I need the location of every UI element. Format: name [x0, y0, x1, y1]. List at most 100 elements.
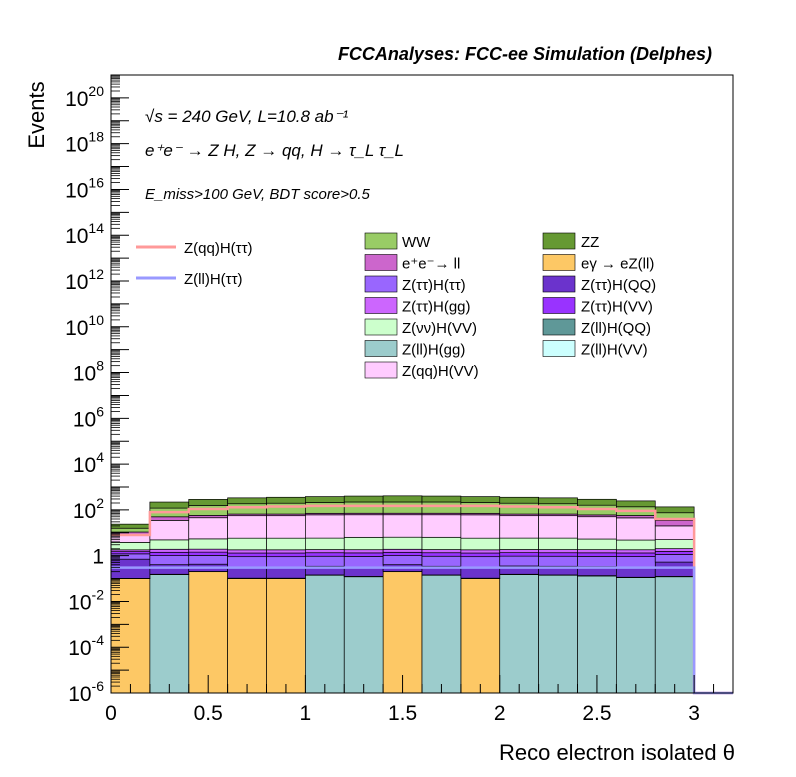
- bar-z-ll-h-gg: [422, 575, 461, 693]
- chart-title: FCCAnalyses: FCC-ee Simulation (Delphes): [338, 44, 712, 64]
- bar-zz: [150, 502, 189, 508]
- bar-e-e-ll: [150, 517, 189, 521]
- bar-z-h-vv: [305, 553, 344, 557]
- bar-z-h-qq: [655, 562, 694, 576]
- annotation-selection: E_miss>100 GeV, BDT score>0.5: [145, 186, 370, 203]
- bar-ww: [305, 502, 344, 513]
- bar-z-h-gg: [578, 550, 617, 553]
- bar-zz: [655, 507, 694, 513]
- stacked-histograms: [111, 496, 694, 693]
- bar-e-e-ll: [655, 520, 694, 526]
- bar-zz: [189, 499, 228, 505]
- legend-label: Z(ll)H(QQ): [581, 320, 651, 337]
- legend-label: Z(ττ)H(VV): [581, 299, 653, 316]
- bar-z-h-qq: [228, 568, 267, 579]
- legend-label: Z(ll)H(ττ): [184, 271, 243, 288]
- bar-z-qq-h-vv: [383, 515, 422, 537]
- bar-z-h: [383, 556, 422, 565]
- bar-ww: [539, 504, 578, 514]
- x-tick-label: 3: [688, 702, 700, 725]
- bar-z-h-vv: [461, 538, 500, 550]
- bar-z-h: [500, 556, 539, 566]
- legend-swatch: [543, 319, 575, 335]
- bar-z-h: [305, 556, 344, 566]
- bar-zz: [267, 497, 306, 503]
- bar-z-h-vv: [189, 539, 228, 549]
- annotation-process: e⁺e⁻ → Z H, Z → qq, H → τ_L τ_L: [145, 141, 404, 160]
- bar-z-h-vv: [539, 538, 578, 549]
- bar-z-h-gg: [228, 550, 267, 553]
- bar-z-h-gg: [616, 550, 655, 553]
- bar-z-qq-h-vv: [461, 515, 500, 538]
- bar-z-h-vv: [461, 553, 500, 557]
- bar-z-qq-h-vv: [422, 515, 461, 538]
- legend-swatch: [365, 362, 397, 378]
- bar-z-h-vv: [344, 537, 383, 549]
- bar-z-h-vv: [539, 553, 578, 557]
- bar-ww: [383, 502, 422, 513]
- bar-z-h: [267, 557, 306, 568]
- legend-label: Z(ll)H(VV): [581, 342, 648, 359]
- bar-z-h-vv: [228, 538, 267, 550]
- bar-ww: [267, 503, 306, 514]
- bar-z-qq-h-vv: [616, 518, 655, 540]
- bar-z-h-vv: [267, 538, 306, 550]
- bar-zz: [422, 496, 461, 502]
- bar-z-ll-h-gg: [616, 578, 655, 693]
- bar-z-h: [578, 556, 617, 566]
- legend-swatch: [543, 276, 575, 292]
- bar-z-h: [228, 557, 267, 568]
- bar-z-qq-h-vv: [228, 516, 267, 538]
- bar-z-h-vv: [150, 552, 189, 555]
- legend-swatch: [543, 341, 575, 357]
- bar-z-h-vv: [655, 551, 694, 554]
- bar-z-h-vv: [500, 553, 539, 556]
- bar-z-qq-h-vv: [150, 520, 189, 540]
- bar-z-ll-h-gg: [150, 575, 189, 693]
- bar-z-h-gg: [422, 550, 461, 553]
- legend-label: Z(ll)H(gg): [402, 342, 465, 359]
- legend-label: ZZ: [581, 234, 599, 251]
- bar-z-h: [461, 557, 500, 568]
- legend-swatch: [365, 255, 397, 271]
- legend-swatch: [543, 255, 575, 271]
- bar-z-ll-h-gg: [539, 575, 578, 693]
- legend-label: WW: [402, 234, 431, 251]
- bar-z-h-vv: [267, 553, 306, 557]
- bar-z-h-vv: [655, 540, 694, 549]
- bar-ww: [500, 503, 539, 514]
- bar-e-ez-ll: [189, 572, 228, 693]
- bar-e-ez-ll: [383, 572, 422, 693]
- legend-label: Z(ττ)H(QQ): [581, 277, 656, 294]
- x-tick-label: 0: [105, 702, 117, 725]
- bar-z-qq-h-vv: [189, 518, 228, 539]
- x-tick-label: 1: [300, 702, 312, 725]
- bar-z-h-vv: [616, 540, 655, 550]
- bar-zz: [228, 498, 267, 504]
- bar-z-qq-h-vv: [267, 516, 306, 538]
- legend-label: e⁺e⁻→ ll: [402, 256, 460, 273]
- legend-swatch: [543, 233, 575, 249]
- bar-zz: [344, 496, 383, 502]
- bar-ww: [461, 502, 500, 513]
- bar-z-h-gg: [267, 550, 306, 553]
- bar-z-ll-h-gg: [305, 575, 344, 693]
- bar-z-h-vv: [189, 552, 228, 555]
- bar-z-qq-h-vv: [539, 516, 578, 538]
- bar-z-h: [150, 556, 189, 565]
- bar-ww: [189, 505, 228, 515]
- bar-z-h-gg: [305, 550, 344, 553]
- legend-swatch: [365, 276, 397, 292]
- bar-z-qq-h-vv: [655, 526, 694, 540]
- bar-z-ll-h-gg: [500, 575, 539, 693]
- bar-z-qq-h-vv: [305, 515, 344, 538]
- legend-swatch: [365, 233, 397, 249]
- legend-label: eγ → eZ(ll): [581, 256, 654, 273]
- bar-e-ez-ll: [111, 579, 150, 693]
- bar-z-h-vv: [305, 538, 344, 549]
- annotation-energy-lumi: √s = 240 GeV, L=10.8 ab⁻¹: [145, 107, 349, 126]
- legend-swatch: [365, 298, 397, 314]
- bar-z-h-vv: [344, 553, 383, 557]
- bar-e-ez-ll: [461, 579, 500, 693]
